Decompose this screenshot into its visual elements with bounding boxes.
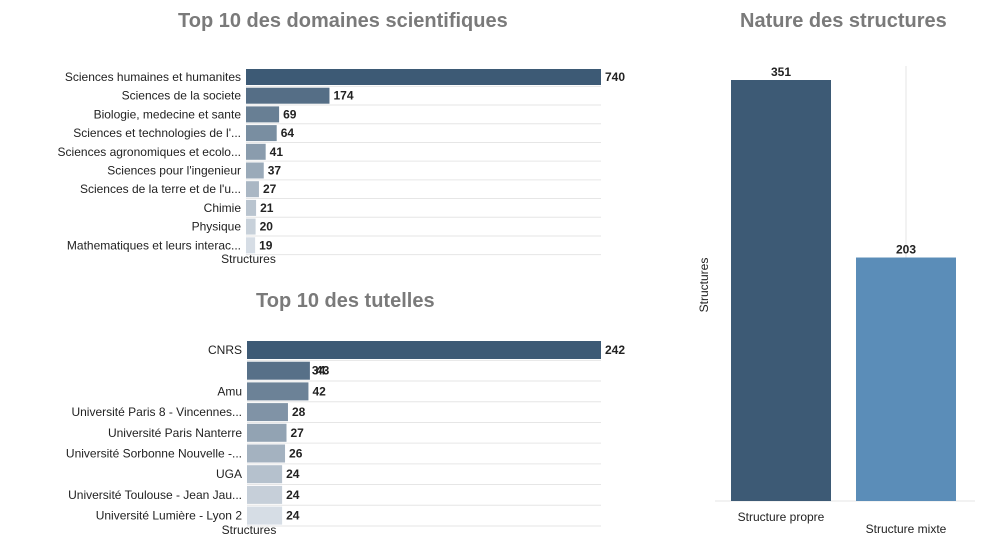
value-label: 41: [270, 145, 284, 159]
value-label: 21: [260, 201, 274, 215]
value-label: 174: [333, 89, 353, 103]
category-label: Université Toulouse - Jean Jau...: [68, 488, 242, 502]
category-label: Sciences de la terre et de l'u...: [80, 182, 241, 196]
value-label: 242: [605, 343, 625, 357]
bar: [247, 485, 283, 504]
bar: [246, 125, 277, 142]
category-label: Physique: [192, 220, 242, 234]
category-label: Sciences pour l'ingenieur: [107, 164, 241, 178]
bar: [246, 218, 256, 235]
value-label: 37: [268, 164, 282, 178]
value-label: 26: [289, 447, 303, 461]
bar: [247, 361, 310, 380]
category-label: UGA: [216, 467, 242, 481]
value-label: 43: [316, 364, 330, 378]
bar: [246, 199, 257, 216]
chart-title-domaines: Top 10 des domaines scientifiques: [178, 10, 508, 32]
value-label: 34: [312, 364, 326, 378]
value-label: 351: [771, 65, 791, 79]
bar: [731, 80, 831, 501]
category-label: Chimie: [204, 201, 242, 215]
value-label: 740: [605, 70, 625, 84]
category-label: Université Sorbonne Nouvelle -...: [66, 447, 242, 461]
bar: [246, 237, 256, 254]
category-label: Structure mixte: [866, 522, 947, 536]
value-label: 64: [281, 126, 295, 140]
value-label: 24: [286, 488, 300, 502]
value-label: 24: [286, 509, 300, 523]
category-label: Université Lumière - Lyon 2: [96, 509, 243, 523]
category-label: CNRS: [208, 343, 242, 357]
category-label: Mathematiques et leurs interac...: [67, 238, 241, 252]
category-label: Sciences et technologies de l'...: [73, 126, 241, 140]
category-label: Université Paris Nanterre: [108, 426, 242, 440]
category-label: Amu: [217, 384, 242, 398]
category-label: Université Paris 8 - Vincennes...: [71, 405, 242, 419]
value-label: 42: [312, 384, 326, 398]
value-label: 28: [292, 405, 306, 419]
bar: [246, 143, 266, 160]
x-axis-label: Structures: [221, 252, 276, 266]
value-label: 203: [896, 243, 916, 257]
bar: [246, 181, 259, 198]
bar: [247, 506, 283, 525]
bar: [246, 162, 264, 179]
category-label: Structure propre: [738, 510, 825, 524]
category-label: Sciences de la societe: [122, 89, 242, 103]
bar: [856, 257, 956, 501]
bar: [247, 423, 287, 442]
bar: [247, 382, 309, 401]
value-label: 24: [286, 467, 300, 481]
bar: [246, 69, 601, 85]
value-label: 20: [260, 220, 274, 234]
chart-title-tutelles: Top 10 des tutelles: [256, 290, 435, 312]
bar: [247, 465, 283, 484]
bar: [247, 341, 601, 359]
chart-title-nature: Nature des structures: [740, 10, 947, 32]
y-axis-label: Structures: [697, 258, 711, 313]
x-axis-label: Structures: [222, 523, 277, 537]
bar: [246, 87, 330, 104]
category-label: Biologie, medecine et sante: [94, 107, 242, 121]
bar: [246, 106, 280, 123]
value-label: 19: [259, 238, 273, 252]
bar: [247, 444, 286, 463]
value-label: 27: [263, 182, 277, 196]
category-label: Sciences agronomiques et ecolo...: [58, 145, 241, 159]
value-label: 69: [283, 107, 297, 121]
bar: [247, 403, 288, 422]
value-label: 27: [290, 426, 304, 440]
category-label: Sciences humaines et humanites: [65, 70, 241, 84]
